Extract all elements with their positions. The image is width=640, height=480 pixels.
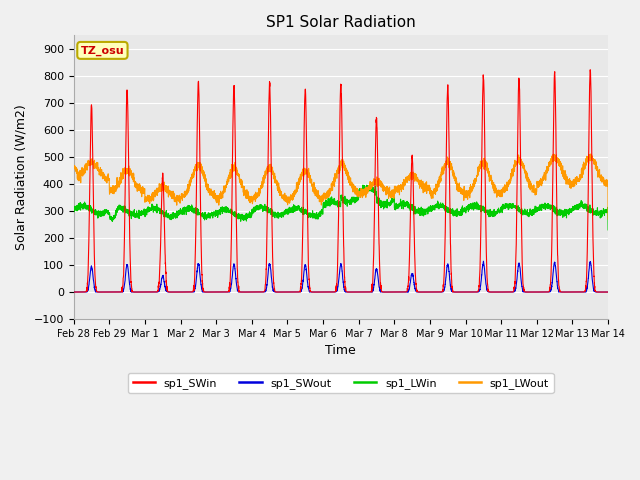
X-axis label: Time: Time: [326, 344, 356, 357]
Title: SP1 Solar Radiation: SP1 Solar Radiation: [266, 15, 416, 30]
Legend: sp1_SWin, sp1_SWout, sp1_LWin, sp1_LWout: sp1_SWin, sp1_SWout, sp1_LWin, sp1_LWout: [128, 373, 554, 393]
Text: TZ_osu: TZ_osu: [81, 45, 124, 56]
Y-axis label: Solar Radiation (W/m2): Solar Radiation (W/m2): [15, 104, 28, 250]
